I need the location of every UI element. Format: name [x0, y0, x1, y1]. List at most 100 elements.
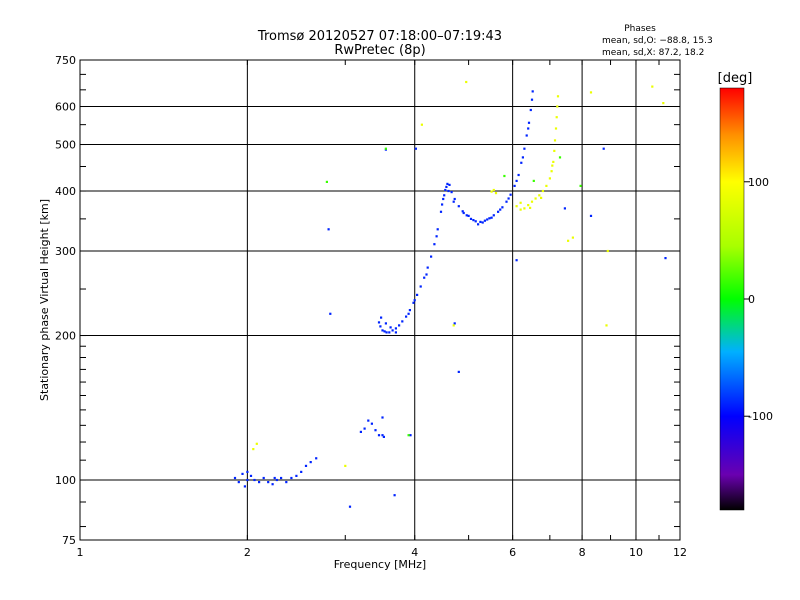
data-point	[262, 476, 265, 480]
data-point	[383, 330, 386, 333]
data-point	[457, 370, 460, 373]
data-point	[385, 331, 388, 334]
data-point	[253, 478, 256, 482]
data-point	[483, 219, 486, 222]
data-point	[486, 218, 489, 221]
data-point	[446, 182, 449, 185]
colorbar-tick-label: -100	[748, 410, 773, 423]
data-point	[246, 478, 249, 482]
data-point	[453, 197, 456, 201]
data-point	[467, 214, 470, 217]
stats-title: Phases	[624, 24, 656, 34]
data-point	[430, 255, 433, 258]
data-point	[453, 322, 456, 325]
y-tick-label: 500	[55, 139, 76, 152]
x-tick-label: 4	[411, 546, 418, 559]
data-point	[382, 435, 385, 438]
y-tick-label: 200	[55, 330, 76, 343]
data-point	[348, 505, 352, 508]
data-point	[465, 214, 468, 217]
x-axis-label: Frequency [MHz]	[334, 558, 426, 571]
x-tick-label: 2	[244, 546, 251, 559]
data-point	[388, 331, 391, 334]
data-point	[541, 189, 544, 193]
data-point	[651, 85, 654, 88]
data-point	[416, 293, 419, 296]
y-tick-label: 400	[55, 185, 76, 198]
data-point	[461, 210, 464, 213]
data-point	[233, 476, 237, 480]
data-point	[550, 170, 553, 173]
data-point	[497, 210, 500, 213]
data-point	[444, 188, 447, 192]
data-point	[445, 185, 448, 188]
data-point	[394, 331, 397, 334]
data-point	[525, 134, 528, 137]
chart-title: Tromsø 20120527 07:18:00–07:19:43	[257, 29, 502, 44]
data-point	[465, 80, 468, 84]
data-point	[423, 276, 426, 279]
data-point	[530, 200, 534, 203]
x-tick-label: 6	[509, 546, 516, 559]
data-point	[285, 481, 288, 484]
data-point	[477, 223, 480, 226]
data-point	[363, 427, 366, 430]
data-point	[425, 273, 428, 276]
data-point	[414, 147, 417, 150]
data-point	[381, 434, 384, 437]
data-point	[521, 156, 524, 159]
data-point	[344, 464, 347, 467]
data-point	[412, 301, 415, 304]
data-point	[389, 326, 392, 329]
y-tick-label: 100	[55, 474, 76, 487]
data-point	[457, 205, 460, 208]
data-point	[243, 485, 246, 488]
chart-subtitle: RwPretec (8p)	[334, 43, 425, 58]
plot-frame	[79, 59, 681, 541]
data-point	[527, 204, 530, 207]
data-point	[381, 329, 384, 332]
data-point	[519, 208, 522, 211]
colorbar-label: [deg]	[718, 71, 753, 86]
data-point	[490, 216, 493, 219]
x-tick-label: 12	[673, 546, 687, 559]
data-point	[452, 324, 455, 327]
data-point	[377, 321, 381, 324]
data-point	[548, 177, 551, 180]
data-point	[527, 121, 531, 124]
data-point	[325, 180, 328, 183]
data-point	[401, 320, 404, 323]
data-point	[523, 207, 526, 210]
data-point	[519, 201, 522, 204]
data-point	[377, 434, 381, 437]
data-point	[370, 422, 373, 425]
data-point	[481, 221, 484, 224]
data-point	[554, 127, 558, 130]
data-point	[407, 434, 410, 437]
data-point	[327, 228, 330, 231]
data-point	[420, 123, 423, 126]
data-point	[589, 214, 593, 217]
data-point	[503, 174, 506, 178]
data-point	[280, 476, 283, 480]
data-point	[530, 98, 534, 101]
data-point	[447, 189, 450, 193]
data-point	[579, 184, 582, 187]
data-point	[315, 457, 318, 460]
data-point	[479, 220, 482, 223]
data-point	[664, 257, 667, 260]
y-axis-label: Stationary phase Virtual Height [km]	[38, 199, 51, 401]
data-point	[433, 243, 436, 246]
data-point	[490, 190, 493, 193]
data-point	[505, 200, 508, 203]
data-point	[520, 161, 523, 164]
data-point	[367, 419, 370, 422]
data-point	[540, 196, 543, 199]
data-point	[602, 147, 605, 150]
data-point	[393, 494, 396, 497]
data-point	[384, 147, 387, 150]
data-point	[407, 312, 410, 315]
data-point	[499, 208, 502, 211]
data-point	[435, 235, 438, 238]
